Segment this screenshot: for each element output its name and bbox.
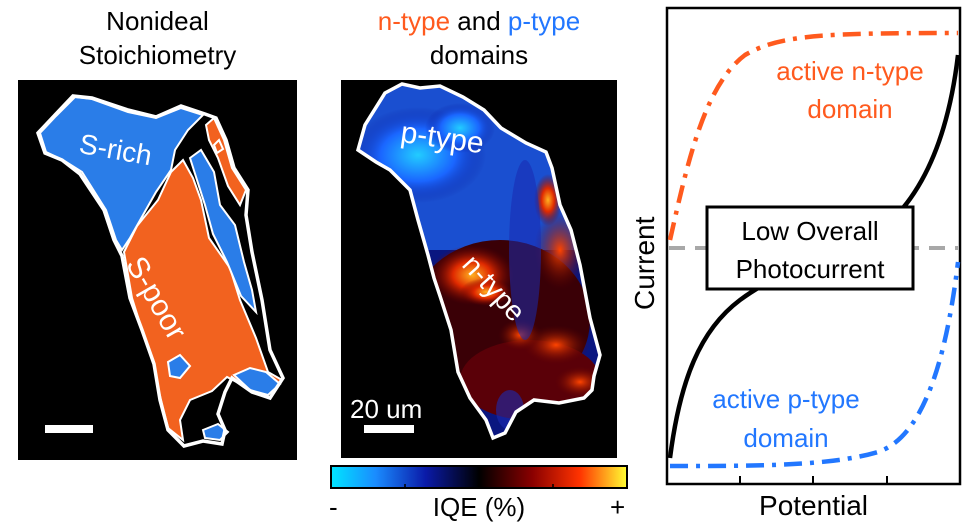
s-poor-speck [212,138,225,155]
scale-bar-label: 20 um [350,394,423,424]
s-poor-sliver [204,116,248,208]
low-overall-photocurrent-box [705,205,915,291]
x-axis-label: Potential [759,490,868,521]
label-active-p-line1: active p-type [712,384,860,414]
flake-outline-middle [355,82,602,441]
active-p-type-curve [669,261,961,469]
box-line2: Photocurrent [735,254,885,284]
title-p-type: p-type [507,6,581,36]
colorbar-max-label: + [610,492,626,522]
scale-bar-left [45,425,93,433]
stoichiometry-map [35,94,285,448]
label-active-n-line2: domain [807,94,893,124]
colorbar-min-label: - [329,492,338,522]
scale-bar-middle [364,425,414,433]
active-n-type-curve [667,30,959,241]
left-title-line1: Nonideal [106,6,209,36]
s-rich-island-small [166,353,192,380]
middle-title-line2: domains [429,40,529,70]
label-active-p-line2: domain [743,423,829,453]
label-active-n-line1: active n-type [776,56,924,86]
left-title-line2: Stoichiometry [78,40,237,70]
x-axis-ticks [739,476,888,484]
box-line1: Low Overall [741,216,879,246]
colorbar-title: IQE (%) [432,492,526,522]
title-and: and [457,6,501,36]
middle-title-line1: n-type and p-type [331,8,627,34]
colorbar-ticks [404,484,554,488]
flake-outline-left [35,94,285,448]
s-rich-sliver [188,148,258,316]
y-axis-label: Current [629,216,660,310]
title-n-type: n-type [377,6,451,36]
